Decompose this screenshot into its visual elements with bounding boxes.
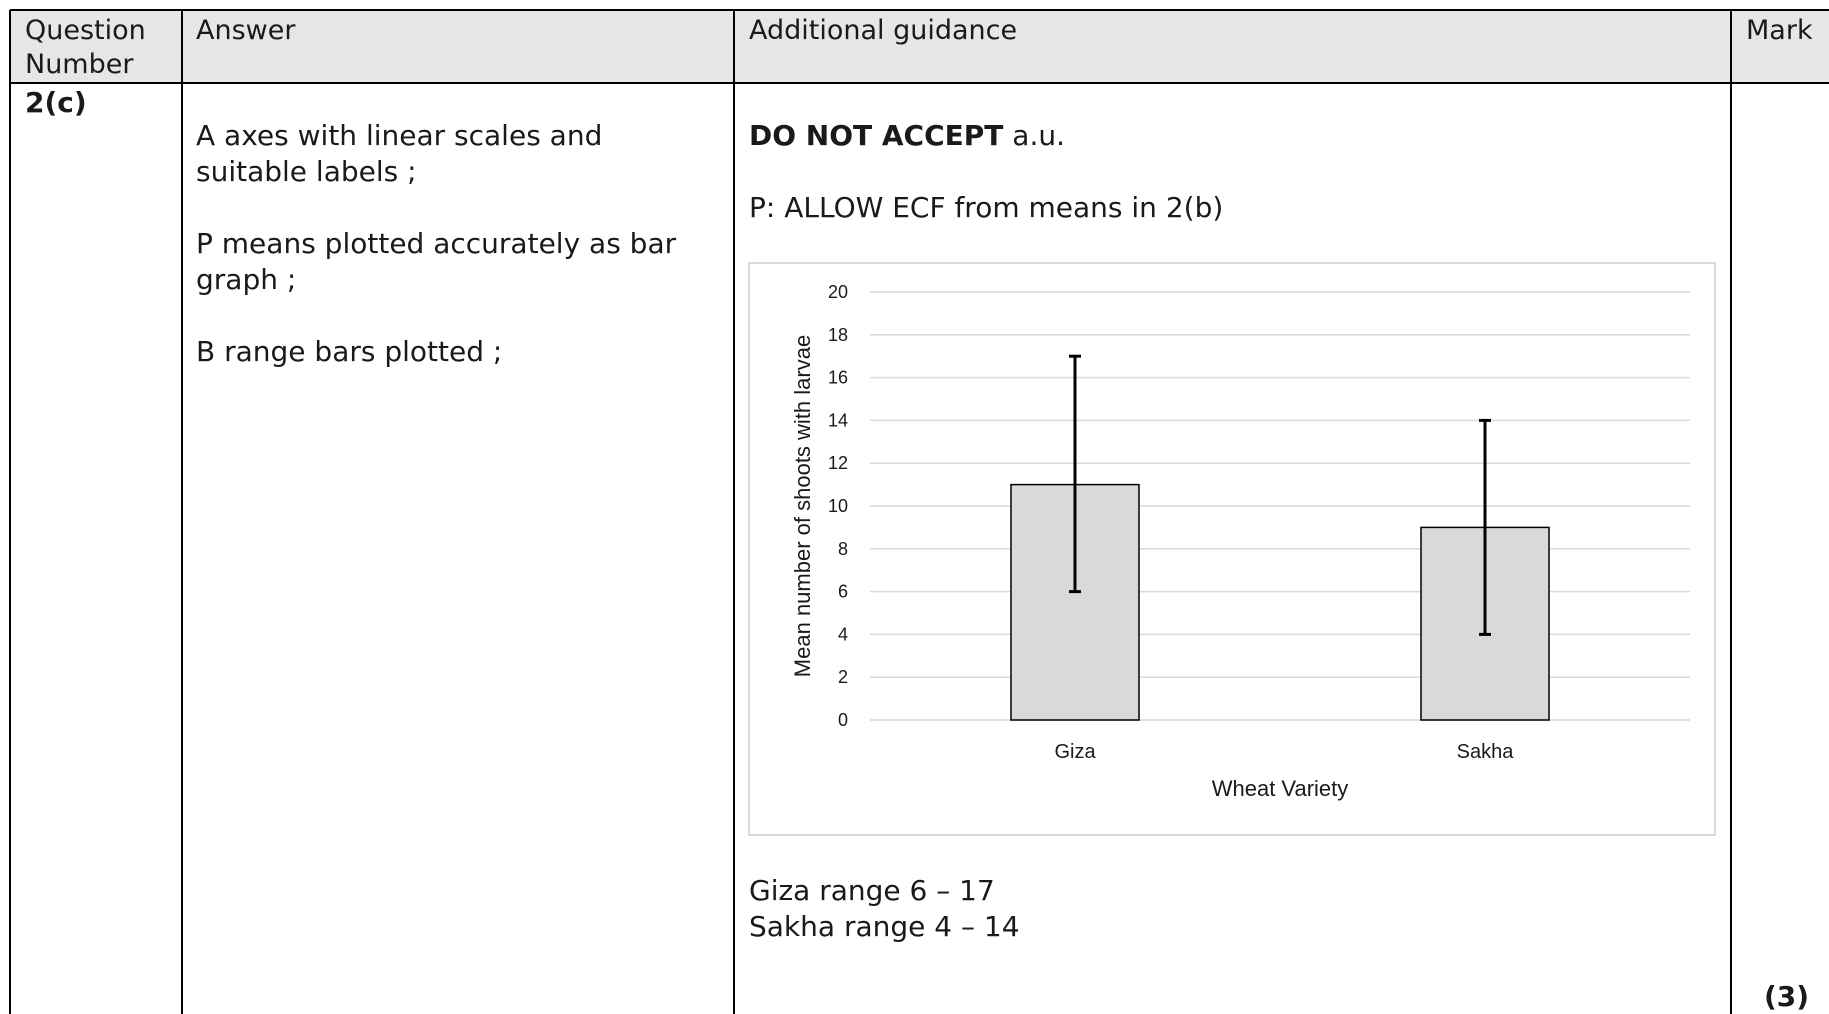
x-axis-label: Wheat Variety xyxy=(1212,776,1349,801)
y-tick-label: 0 xyxy=(838,710,848,730)
question-number: 2(c) xyxy=(25,86,87,119)
giza-range-text: Giza range 6 – 17 xyxy=(749,874,995,907)
guidance-do-not-accept: DO NOT ACCEPT a.u. xyxy=(749,118,1065,154)
guidance-ecf-note: P: ALLOW ECF from means in 2(b) xyxy=(749,191,1224,224)
y-tick-label: 6 xyxy=(838,582,848,602)
y-tick-label: 14 xyxy=(828,410,848,430)
answer-point-b: B range bars plotted ; xyxy=(196,335,503,368)
y-tick-label: 2 xyxy=(838,667,848,687)
y-tick-label: 16 xyxy=(828,368,848,388)
y-axis-label: Mean number of shoots with larvae xyxy=(790,335,815,677)
x-tick-label: Giza xyxy=(1054,741,1096,763)
header-answer: Answer xyxy=(196,15,296,46)
answer-point-a: A axes with linear scales and suitable l… xyxy=(196,119,603,188)
bar-chart: 0 2 4 6 8 10 12 14 16 18 20 Giza Sakha Wheat Variety M… xyxy=(748,262,1716,836)
y-tick-label: 4 xyxy=(838,624,848,644)
do-not-accept-text: a.u. xyxy=(1003,119,1066,152)
guidance-ranges: Giza range 6 – 17 Sakha range 4 – 14 xyxy=(749,873,1020,945)
header-question-number: Question Number xyxy=(25,14,146,82)
y-tick-label: 10 xyxy=(828,496,848,516)
x-tick-label: Sakha xyxy=(1457,741,1515,763)
header-additional-guidance: Additional guidance xyxy=(749,15,1018,46)
y-tick-label: 20 xyxy=(828,282,848,302)
header-question-line1: Question xyxy=(25,15,146,46)
header-question-line2: Number xyxy=(25,49,134,80)
bar-chart-svg: 0 2 4 6 8 10 12 14 16 18 20 Giza Sakha Wheat Variety M… xyxy=(790,282,1690,801)
header-mark: Mark xyxy=(1746,15,1813,46)
y-tick-label: 8 xyxy=(838,539,848,559)
y-tick-label: 12 xyxy=(828,453,848,473)
do-not-accept-label: DO NOT ACCEPT xyxy=(749,119,1004,152)
y-tick-label: 18 xyxy=(828,325,848,345)
sakha-range-text: Sakha range 4 – 14 xyxy=(749,910,1020,943)
answer-points: A axes with linear scales and suitable l… xyxy=(196,118,716,406)
mark-value: (3) xyxy=(1764,980,1810,1013)
answer-point-p: P means plotted accurately as bar graph … xyxy=(196,227,677,296)
